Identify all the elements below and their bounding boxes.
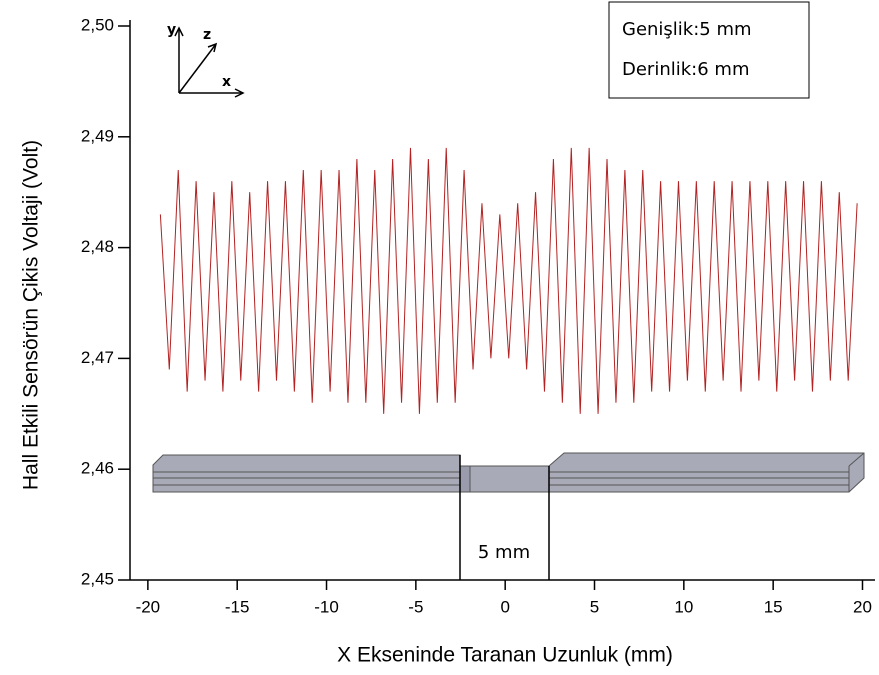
x-tick-label: -10	[314, 597, 339, 616]
x-tick-label: -15	[225, 597, 250, 616]
x-tick-label: 5	[590, 597, 599, 616]
data-line	[159, 147, 858, 414]
x-tick-label: 0	[500, 597, 509, 616]
y-tick-label: 2,46	[81, 459, 114, 478]
glyph-label: z	[203, 27, 211, 43]
x-tick-label: -5	[408, 597, 423, 616]
y-tick-label: 2,45	[81, 569, 114, 588]
x-tick-label: 20	[853, 597, 872, 616]
sample-illustration	[152, 452, 865, 493]
axes-glyph	[174, 26, 245, 98]
y-tick-label: 2,50	[81, 15, 114, 34]
x-axis-title: X Ekseninde Taranan Uzunluk (mm)	[337, 644, 673, 667]
info-box	[608, 1, 810, 99]
info-text: Derinlik:6 mm	[622, 59, 749, 80]
y-axis-title: Hall Etkili Sensörün Çikis Voltaji (Volt…	[20, 140, 43, 490]
y-tick-label: 2,48	[81, 237, 114, 256]
gap-label: 5 mm	[478, 542, 530, 563]
info-text: Genişlik:5 mm	[622, 19, 752, 40]
glyph-label: x	[222, 74, 231, 90]
x-tick-label: 10	[674, 597, 693, 616]
y-tick-label: 2,47	[81, 348, 114, 367]
glyph-label: y	[167, 22, 176, 38]
y-tick-label: 2,49	[81, 126, 114, 145]
x-tick-label: -20	[136, 597, 161, 616]
x-tick-label: 15	[764, 597, 783, 616]
